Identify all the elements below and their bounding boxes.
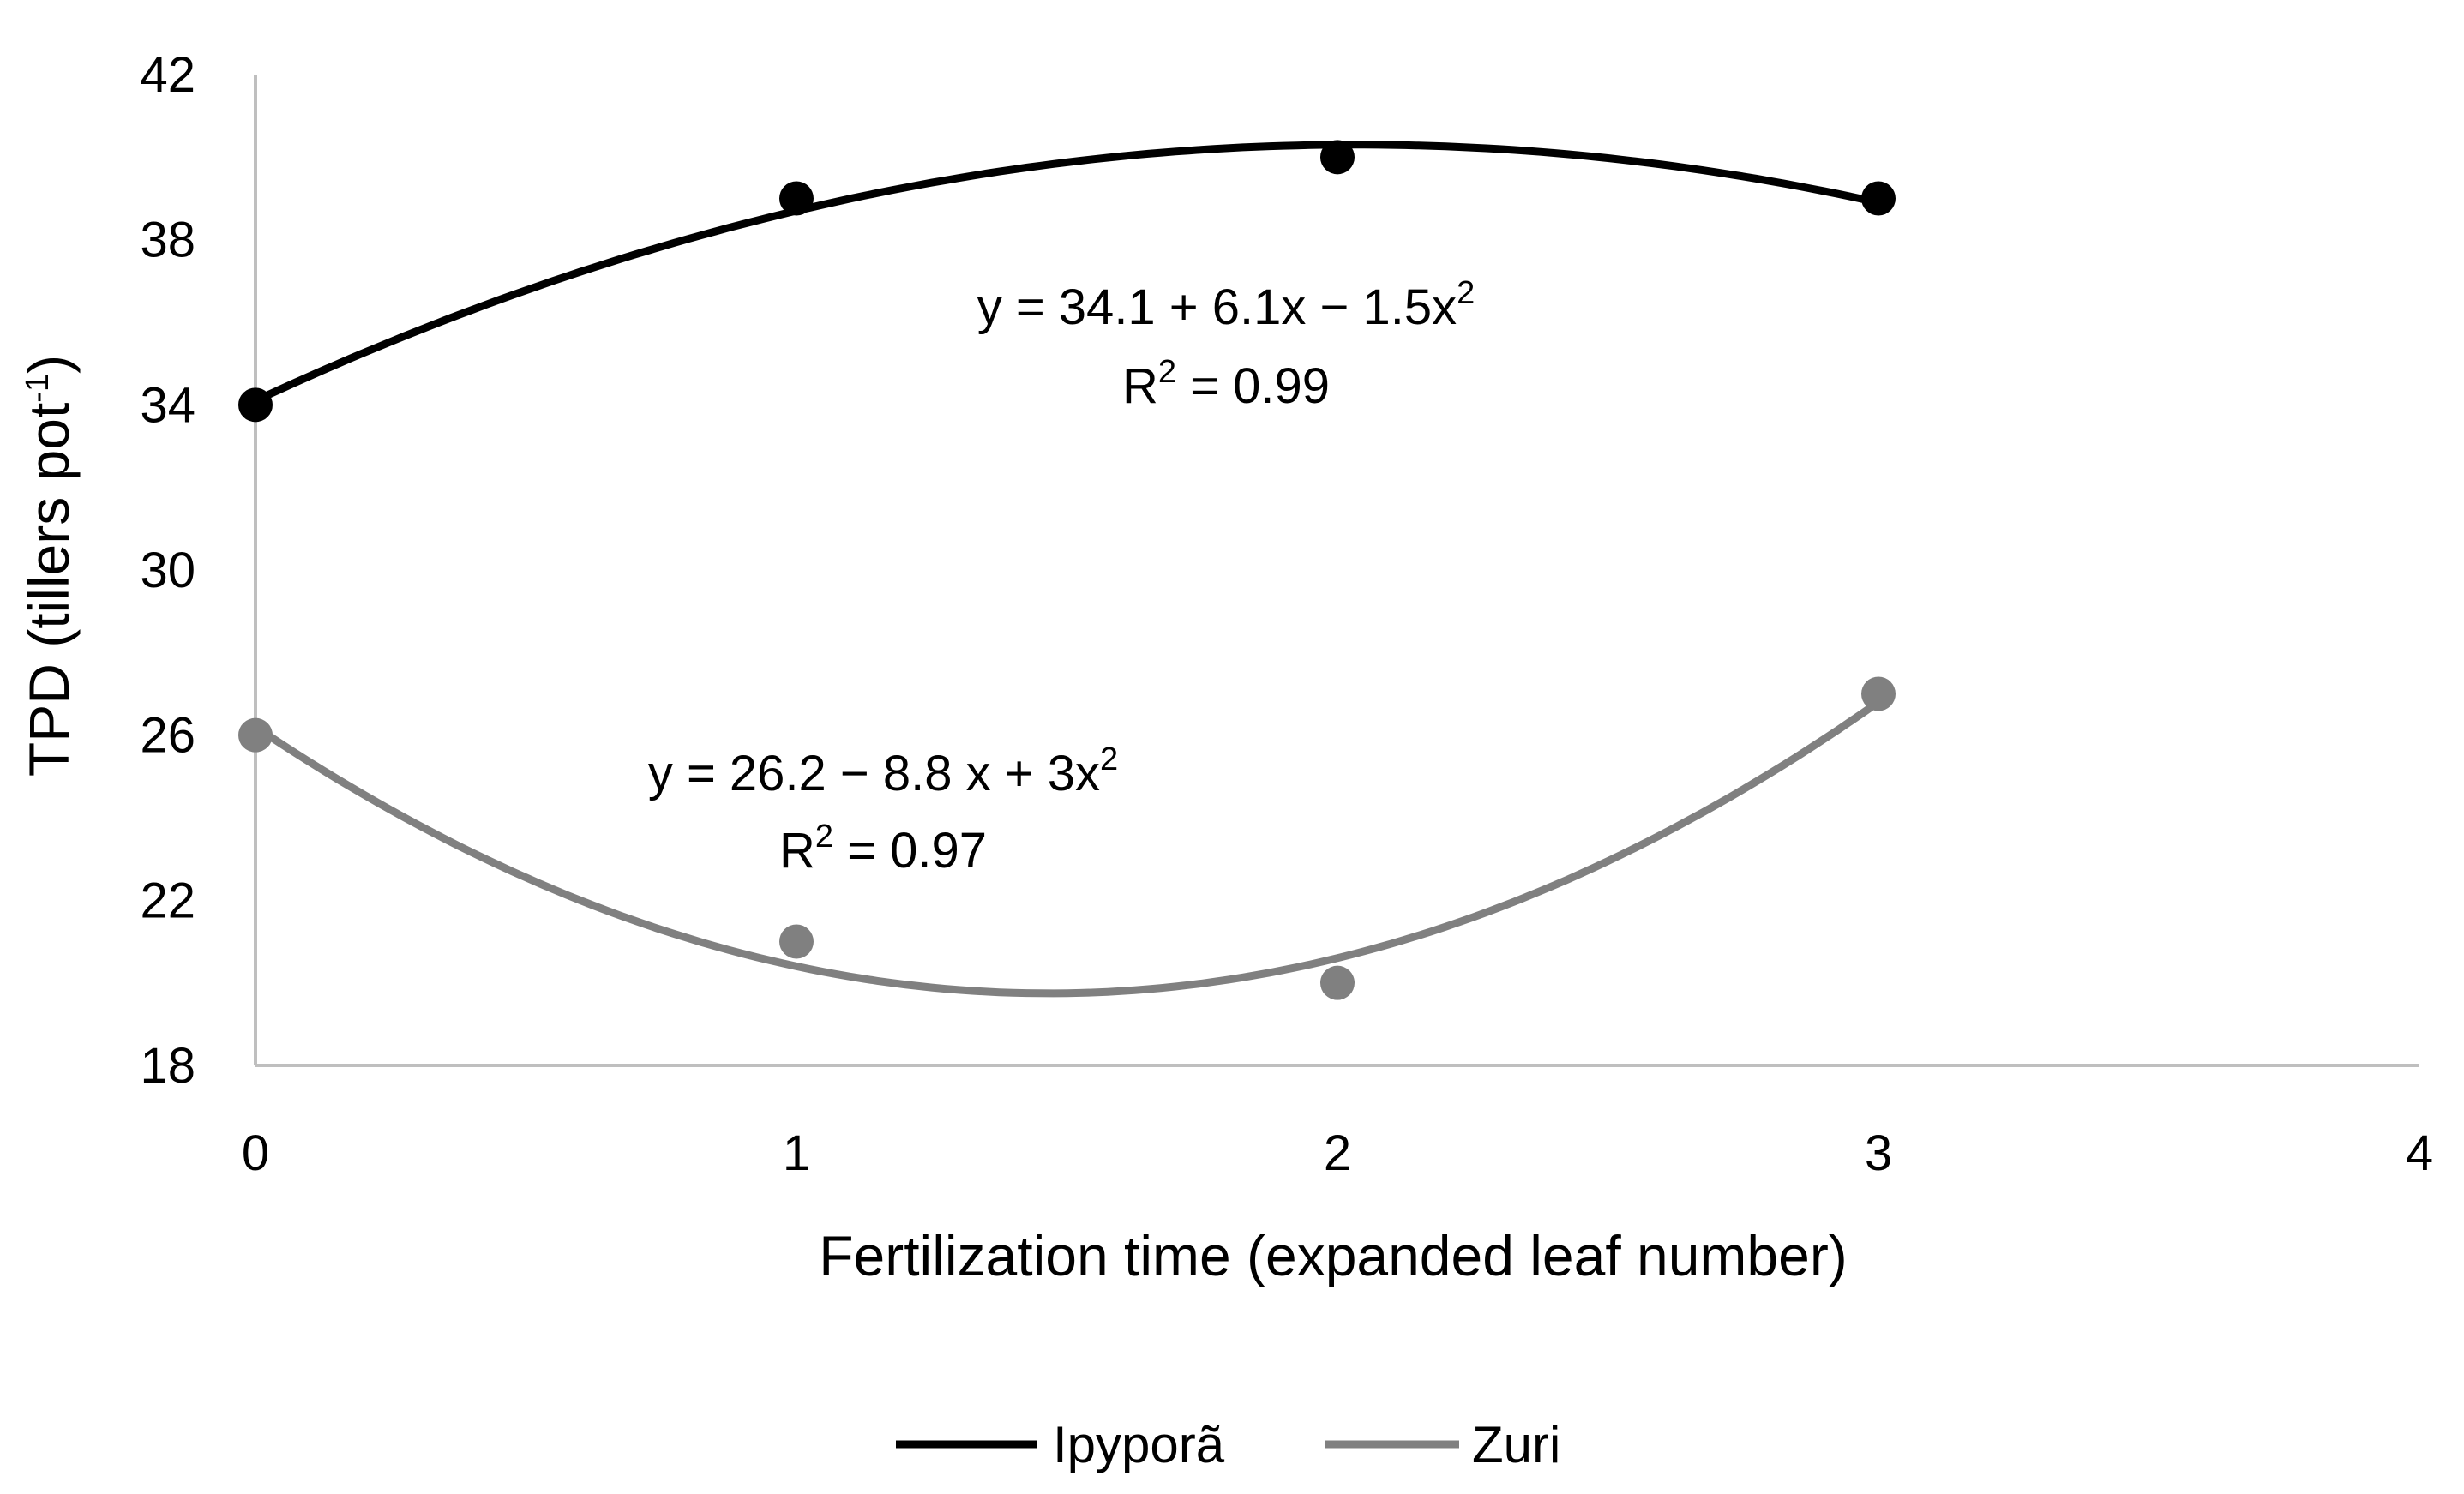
equation-ipypora-main: y = 34.1 + 6.1x − 1.5x [977, 279, 1457, 335]
x-axis-title: Fertilization time (expanded leaf number… [819, 1224, 1848, 1287]
r2-ipypora-pre: R [1122, 358, 1158, 414]
r2-zuri-pre: R [779, 823, 815, 879]
y-axis-title-end: ) [17, 355, 81, 374]
data-points [238, 140, 1896, 1000]
data-point-ipypora [1861, 181, 1896, 216]
data-point-zuri [1320, 965, 1355, 1000]
x-tick-label: 4 [2406, 1125, 2433, 1181]
x-tick-label: 2 [1324, 1125, 1351, 1181]
equation-ipypora-sup: 2 [1457, 275, 1475, 311]
x-tick-label: 3 [1865, 1125, 1892, 1181]
y-tick-label: 38 [140, 213, 195, 268]
r2-ipypora-value: = 0.99 [1176, 358, 1330, 414]
equation-ipypora-r2: R2 = 0.99 [1122, 354, 1330, 414]
equation-ipypora: y = 34.1 + 6.1x − 1.5x2 R2 = 0.99 [977, 275, 1475, 414]
legend: Ipyporã Zuri [896, 1416, 1560, 1473]
y-tick-label: 26 [140, 708, 195, 764]
legend-label-ipypora: Ipyporã [1053, 1416, 1225, 1473]
y-tick-label: 30 [140, 543, 195, 598]
trend-line-ipypora [254, 141, 1879, 405]
y-axis-title-main: TPD (tillers pot [17, 403, 81, 777]
data-point-zuri [779, 924, 814, 959]
y-tick-label: 18 [140, 1038, 195, 1094]
r2-zuri-value: = 0.97 [833, 823, 987, 879]
y-tick-labels: 18 22 26 30 34 38 42 [140, 47, 195, 1094]
x-tick-label: 1 [783, 1125, 810, 1181]
r2-zuri-sup: 2 [815, 819, 833, 855]
y-axis-title-superscript: -1 [20, 374, 56, 403]
equation-zuri-sup: 2 [1100, 741, 1118, 777]
data-point-ipypora [238, 387, 273, 423]
x-tick-labels: 0 1 2 3 4 [242, 1125, 2433, 1181]
equation-ipypora-formula: y = 34.1 + 6.1x − 1.5x2 [977, 275, 1475, 335]
r2-ipypora-sup: 2 [1158, 354, 1176, 390]
y-tick-label: 42 [140, 47, 195, 103]
data-point-zuri [1861, 676, 1896, 711]
trend-line-zuri [253, 699, 1881, 998]
axes [254, 75, 2419, 1067]
y-tick-label: 34 [140, 377, 195, 433]
equation-zuri-formula: y = 26.2 − 8.8 x + 3x2 [648, 741, 1118, 801]
legend-label-zuri: Zuri [1472, 1416, 1560, 1473]
equation-zuri-r2: R2 = 0.97 [779, 819, 987, 879]
trend-lines [253, 141, 1881, 998]
equation-zuri: y = 26.2 − 8.8 x + 3x2 R2 = 0.97 [648, 741, 1118, 879]
x-tick-label: 0 [242, 1125, 269, 1181]
equation-zuri-main: y = 26.2 − 8.8 x + 3x [648, 746, 1100, 801]
data-point-ipypora [779, 181, 814, 216]
data-point-zuri [238, 717, 273, 753]
y-tick-label: 22 [140, 873, 195, 928]
data-point-ipypora [1320, 140, 1355, 175]
y-axis-title: TPD (tillers pot-1) [17, 355, 81, 777]
